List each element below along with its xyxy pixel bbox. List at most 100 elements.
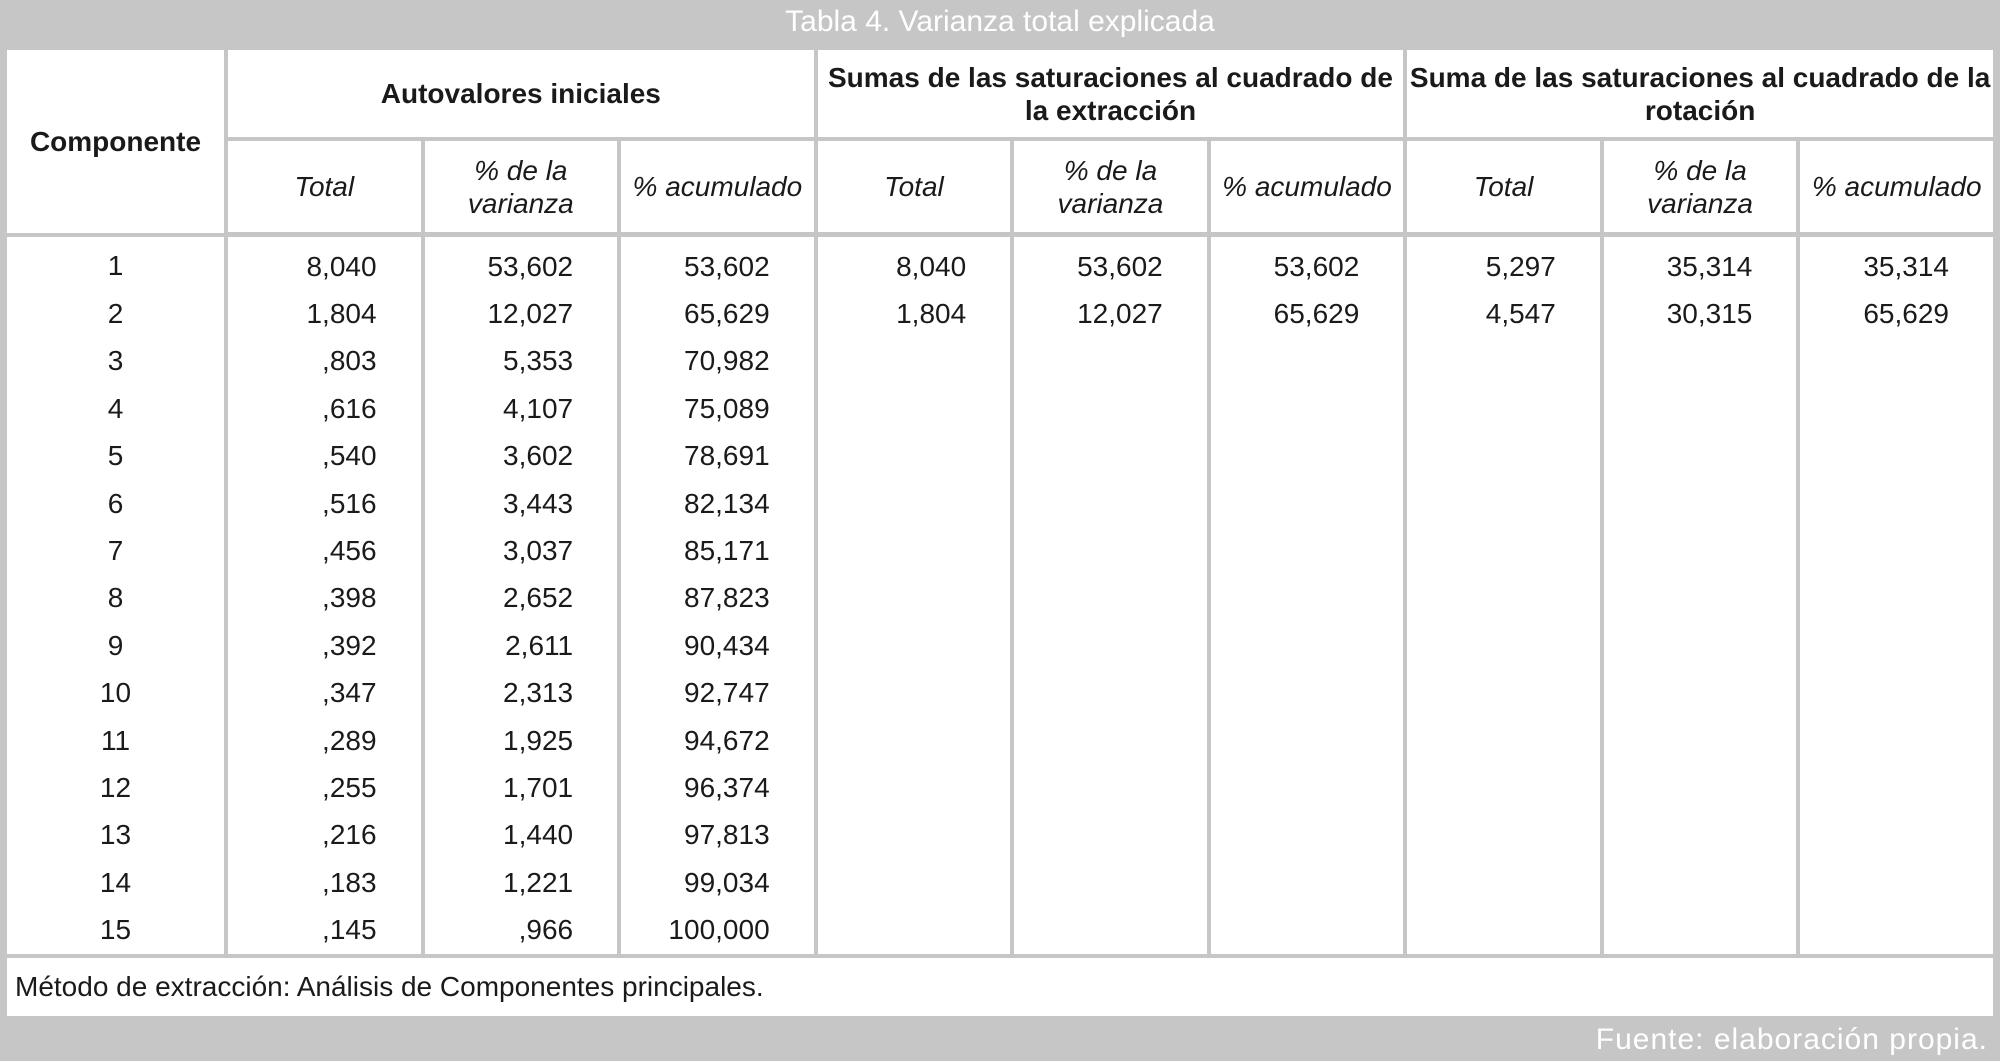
empty-cell bbox=[1010, 811, 1211, 860]
group-header: Suma de las saturaciones al cuadrado de … bbox=[1403, 46, 1997, 141]
empty-cell bbox=[1599, 337, 1801, 386]
empty-cell bbox=[1796, 764, 1997, 812]
empty-cell bbox=[1010, 574, 1211, 623]
empty-cell bbox=[1403, 906, 1604, 956]
value-cell: ,216 bbox=[224, 811, 425, 860]
empty-cell bbox=[813, 669, 1015, 717]
value-cell: 1,804 bbox=[813, 290, 1015, 338]
value-cell: ,398 bbox=[224, 574, 425, 623]
value-cell: 1,804 bbox=[224, 290, 425, 338]
empty-cell bbox=[1206, 385, 1408, 433]
value-cell: 12,027 bbox=[420, 290, 622, 338]
component-cell: 13 bbox=[3, 811, 228, 860]
empty-cell bbox=[1206, 811, 1408, 860]
empty-cell bbox=[1010, 859, 1211, 907]
column-header: % acumulado bbox=[1206, 137, 1408, 237]
empty-cell bbox=[1206, 574, 1408, 623]
empty-cell bbox=[1599, 479, 1801, 528]
value-cell: 100,000 bbox=[617, 906, 818, 956]
empty-cell bbox=[1206, 906, 1408, 956]
value-cell: ,516 bbox=[224, 479, 425, 528]
empty-cell bbox=[1010, 337, 1211, 386]
component-cell: 11 bbox=[3, 716, 228, 765]
empty-cell bbox=[1010, 527, 1211, 575]
value-cell: 4,107 bbox=[420, 385, 622, 433]
value-cell: ,255 bbox=[224, 764, 425, 812]
value-cell: 82,134 bbox=[617, 479, 818, 528]
value-cell: ,145 bbox=[224, 906, 425, 956]
table-row: 12,255 1,701 96,374 bbox=[3, 764, 1997, 812]
component-cell: 6 bbox=[3, 479, 228, 528]
value-cell: 3,037 bbox=[420, 527, 622, 575]
empty-cell bbox=[1403, 574, 1604, 623]
empty-cell bbox=[1796, 432, 1997, 480]
component-cell: 14 bbox=[3, 859, 228, 907]
value-cell: ,289 bbox=[224, 716, 425, 765]
table-row: 8,398 2,652 87,823 bbox=[3, 574, 1997, 623]
table-title: Tabla 4. Varianza total explicada bbox=[785, 5, 1215, 38]
empty-cell bbox=[1599, 527, 1801, 575]
component-header: Componente bbox=[3, 46, 228, 237]
empty-cell bbox=[1599, 764, 1801, 812]
table-row: 7,456 3,037 85,171 bbox=[3, 527, 1997, 575]
empty-cell bbox=[1599, 385, 1801, 433]
table-note: Método de extracción: Análisis de Compon… bbox=[3, 953, 1997, 1020]
empty-cell bbox=[813, 906, 1015, 956]
component-cell: 5 bbox=[3, 432, 228, 480]
empty-cell bbox=[1206, 859, 1408, 907]
empty-cell bbox=[1796, 385, 1997, 433]
empty-cell bbox=[1796, 859, 1997, 907]
empty-cell bbox=[1010, 479, 1211, 528]
component-cell: 4 bbox=[3, 385, 228, 433]
value-cell: 5,353 bbox=[420, 337, 622, 386]
table-row: 14,183 1,221 99,034 bbox=[3, 859, 1997, 907]
empty-cell bbox=[1599, 432, 1801, 480]
empty-cell bbox=[1796, 811, 1997, 860]
value-cell: 70,982 bbox=[617, 337, 818, 386]
value-cell: 1,925 bbox=[420, 716, 622, 765]
empty-cell bbox=[1010, 622, 1211, 670]
empty-cell bbox=[1010, 906, 1211, 956]
value-cell: 5,297 bbox=[1403, 234, 1604, 291]
table-row: 3,803 5,353 70,982 bbox=[3, 337, 1997, 386]
value-cell: 1,221 bbox=[420, 859, 622, 907]
table-row: 9,392 2,611 90,434 bbox=[3, 622, 1997, 670]
empty-cell bbox=[1796, 574, 1997, 623]
value-cell: 94,672 bbox=[617, 716, 818, 765]
component-cell: 3 bbox=[3, 337, 228, 386]
value-cell: 65,629 bbox=[1796, 290, 1997, 338]
empty-cell bbox=[1599, 859, 1801, 907]
column-header: % acumulado bbox=[617, 137, 818, 237]
table-row: 11,289 1,925 94,672 bbox=[3, 716, 1997, 765]
empty-cell bbox=[1599, 622, 1801, 670]
empty-cell bbox=[813, 574, 1015, 623]
value-cell: 96,374 bbox=[617, 764, 818, 812]
value-cell: 2,611 bbox=[420, 622, 622, 670]
group-header: Autovalores iniciales bbox=[224, 46, 818, 141]
value-cell: ,183 bbox=[224, 859, 425, 907]
empty-cell bbox=[1403, 385, 1604, 433]
empty-cell bbox=[1010, 432, 1211, 480]
value-cell: 1,440 bbox=[420, 811, 622, 860]
value-cell: ,966 bbox=[420, 906, 622, 956]
variance-table: Componente Autovalores iniciales Sumas de … bbox=[3, 46, 1997, 1020]
column-header: Total bbox=[224, 137, 425, 237]
empty-cell bbox=[1010, 669, 1211, 717]
empty-cell bbox=[1206, 716, 1408, 765]
component-cell: 8 bbox=[3, 574, 228, 623]
value-cell: 30,315 bbox=[1599, 290, 1801, 338]
empty-cell bbox=[1403, 669, 1604, 717]
value-cell: 87,823 bbox=[617, 574, 818, 623]
table-row: 4,616 4,107 75,089 bbox=[3, 385, 1997, 433]
value-cell: ,616 bbox=[224, 385, 425, 433]
empty-cell bbox=[1403, 859, 1604, 907]
empty-cell bbox=[1010, 764, 1211, 812]
empty-cell bbox=[1403, 527, 1604, 575]
empty-cell bbox=[813, 385, 1015, 433]
value-cell: 35,314 bbox=[1599, 234, 1801, 291]
empty-cell bbox=[1796, 479, 1997, 528]
value-cell: 53,602 bbox=[1206, 234, 1408, 291]
empty-cell bbox=[1206, 479, 1408, 528]
value-cell: 8,040 bbox=[224, 234, 425, 291]
table-row: Componente Autovalores iniciales Sumas de … bbox=[3, 46, 1997, 237]
